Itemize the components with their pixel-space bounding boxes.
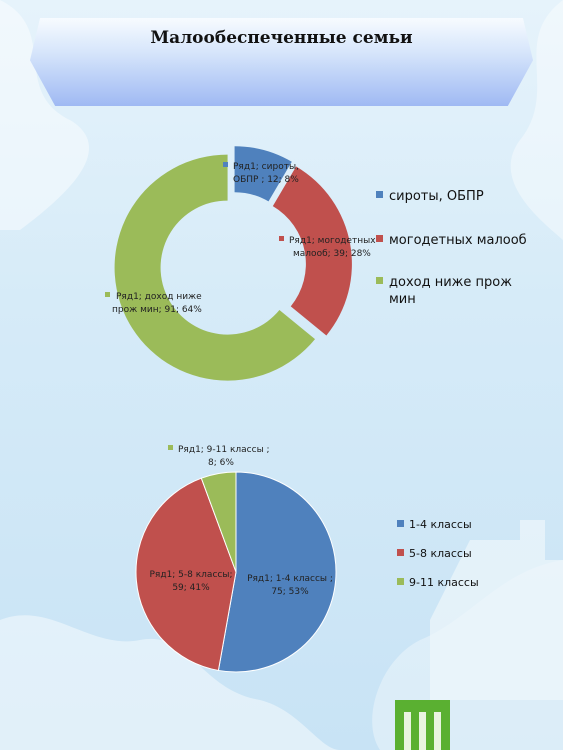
label-marker-2 xyxy=(279,236,284,241)
pie-slice-2 xyxy=(135,477,237,672)
legend-item-3-cont: мин xyxy=(389,292,416,307)
data-label-3: Ряд1; доход ниже прож мин; 91; 64% xyxy=(105,292,202,315)
data-label-3-line1: Ряд1; доход ниже xyxy=(116,292,202,302)
doughnut-slice-2 xyxy=(272,166,352,336)
pie-legend-swatch-1 xyxy=(397,520,404,527)
legend-swatch-2 xyxy=(376,235,383,242)
pie-label-2-line1: Ряд1; 5-8 классы; xyxy=(150,570,233,580)
pie-slice-3 xyxy=(200,471,237,573)
label-marker-3 xyxy=(105,292,110,297)
data-label-3-line2: прож мин; 91; 64% xyxy=(112,305,202,315)
pie-legend-item-2: 5-8 классы xyxy=(409,547,472,560)
title-banner xyxy=(30,18,533,106)
data-label-1-line2: ОБПР ; 12; 8% xyxy=(233,175,299,185)
pie-label-marker-3 xyxy=(168,445,173,450)
data-label-2-line2: малооб; 39; 28% xyxy=(293,249,371,259)
pie-label-3-line1: Ряд1; 9-11 классы ; xyxy=(178,445,270,455)
legend-item-1: сироты, ОБПР xyxy=(389,189,484,204)
pie-legend-item-3: 9-11 классы xyxy=(409,576,479,589)
pie-label-2-line2: 59; 41% xyxy=(172,583,210,593)
legend-swatch-1 xyxy=(376,191,383,198)
pie-slice-1 xyxy=(217,471,337,673)
data-label-1-line1: Ряд1; сироты, xyxy=(233,162,299,172)
label-marker-1 xyxy=(223,162,228,167)
legend-item-2: могодетных малооб xyxy=(389,233,527,248)
doughnut-slice-3 xyxy=(114,154,316,381)
pie-legend-swatch-2 xyxy=(397,549,404,556)
doughnut-slice-1 xyxy=(234,146,292,202)
data-label-2-line1: Ряд1; могодетных xyxy=(289,236,376,246)
data-label-1: Ряд1; сироты, ОБПР ; 12; 8% xyxy=(223,162,299,185)
pie-legend-item-1: 1-4 классы xyxy=(409,518,472,531)
legend-swatch-3 xyxy=(376,277,383,284)
page-title: Малообеспеченные семьи xyxy=(150,28,413,48)
data-label-2: Ряд1; могодетных малооб; 39; 28% xyxy=(279,236,376,259)
pie-legend-swatch-3 xyxy=(397,578,404,585)
pie-label-1-line1: Ряд1; 1-4 классы ; xyxy=(247,574,333,584)
pie-label-3-line2: 8; 6% xyxy=(208,458,234,468)
pie-label-1-line2: 75; 53% xyxy=(271,587,309,597)
legend-item-3: доход ниже прож xyxy=(389,275,512,290)
